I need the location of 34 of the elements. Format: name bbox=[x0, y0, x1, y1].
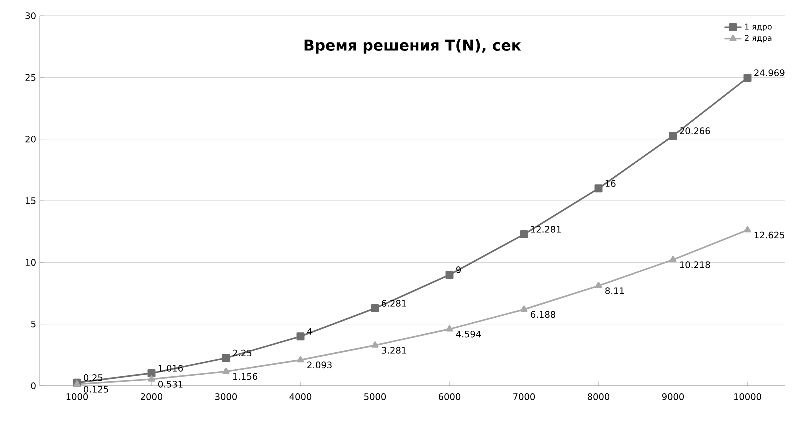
data-label: 24.969 bbox=[754, 70, 785, 76]
data-label: 6.188 bbox=[531, 311, 556, 318]
y-tick-label: 15 bbox=[26, 198, 36, 204]
y-tick-label: 20 bbox=[26, 136, 36, 143]
x-tick-label: 8000 bbox=[588, 394, 610, 400]
data-label: 2.093 bbox=[308, 362, 332, 369]
text: Время решения T(N), сек bbox=[304, 39, 522, 54]
data-label: 0.125 bbox=[84, 386, 108, 393]
x-tick-label: 10000 bbox=[734, 394, 762, 400]
data-label: 0.25 bbox=[84, 374, 103, 382]
data-label: 0.531 bbox=[158, 381, 183, 388]
y-tick-label: 30 bbox=[26, 12, 36, 20]
x-tick-label: 3000 bbox=[216, 394, 238, 400]
data-label: 20.266 bbox=[680, 128, 710, 134]
data-label: 16 bbox=[606, 180, 616, 188]
x-tick-label: 9000 bbox=[662, 394, 684, 400]
data-label: 10.218 bbox=[680, 262, 710, 268]
x-tick-label: 5000 bbox=[364, 394, 386, 400]
x-tick-label: 6000 bbox=[438, 394, 461, 400]
data-label: 8.11 bbox=[606, 288, 624, 294]
data-label: 3.281 bbox=[382, 347, 406, 354]
y-tick-label: 10 bbox=[26, 259, 36, 266]
data-label: 1.156 bbox=[233, 373, 258, 380]
data-label: 9 bbox=[456, 266, 462, 274]
y-tick-label: 5 bbox=[31, 321, 36, 328]
y-tick-label: 25 bbox=[26, 74, 36, 82]
data-label: 4.594 bbox=[456, 330, 482, 338]
x-tick-label: 7000 bbox=[514, 394, 536, 400]
y-tick-label: 0 bbox=[31, 382, 36, 390]
x-tick-label: 4000 bbox=[290, 394, 312, 400]
data-label: 12.281 bbox=[531, 226, 561, 233]
data-label: 12.625 bbox=[754, 232, 785, 239]
x-tick-label: 2000 bbox=[140, 394, 163, 400]
x-tick-label: 1000 bbox=[66, 394, 88, 400]
